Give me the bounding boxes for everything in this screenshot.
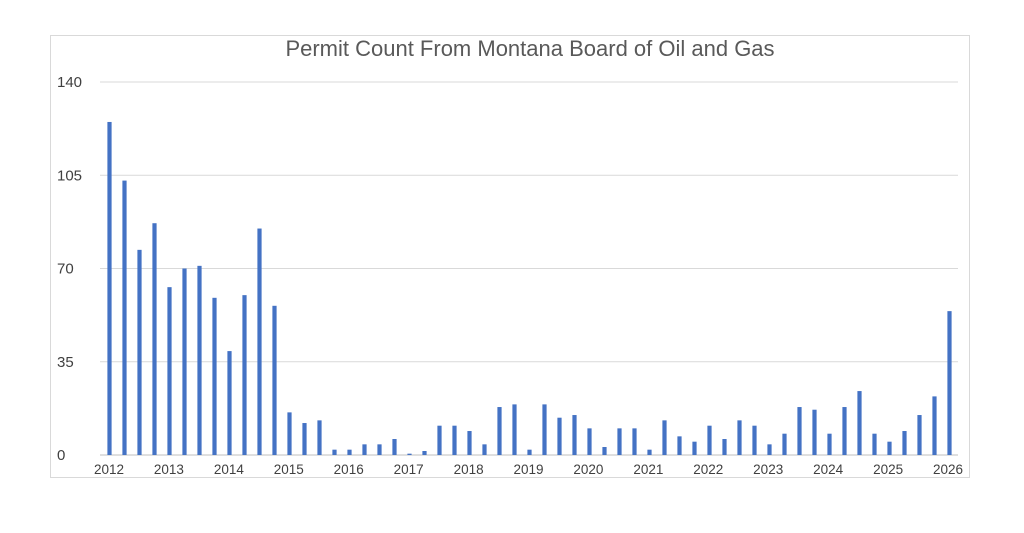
- x-tick-label: 2014: [214, 462, 245, 477]
- bar: [797, 407, 802, 455]
- bar: [902, 431, 907, 455]
- bar: [107, 121, 112, 456]
- x-tick-label: 2022: [693, 462, 723, 477]
- bar: [752, 425, 757, 455]
- bar: [242, 295, 247, 455]
- bar: [182, 268, 187, 455]
- y-tick-label: 105: [57, 167, 82, 184]
- x-tick-label: 2026: [933, 462, 963, 477]
- x-tick-label: 2025: [873, 462, 903, 477]
- bar: [512, 404, 517, 455]
- bar: [422, 451, 427, 455]
- y-axis-ticks: 0 35 70 105 140: [57, 74, 82, 464]
- bar: [527, 449, 532, 455]
- bar: [767, 444, 772, 455]
- bar: [497, 407, 502, 455]
- bar: [692, 441, 697, 455]
- bar: [407, 453, 412, 455]
- bar: [827, 433, 832, 455]
- bar: [602, 447, 607, 455]
- bar: [482, 444, 487, 455]
- bar: [347, 449, 352, 455]
- bar: [317, 420, 322, 455]
- y-tick-label: 35: [57, 354, 74, 371]
- bar: [632, 428, 637, 455]
- y-tick-label: 140: [57, 74, 82, 91]
- bar: [272, 305, 277, 455]
- y-tick-label: 70: [57, 261, 74, 278]
- bar: [857, 391, 862, 455]
- bar: [437, 425, 442, 455]
- bar: [707, 425, 712, 455]
- bar: [737, 420, 742, 455]
- x-tick-label: 2023: [753, 462, 783, 477]
- bar: [362, 444, 367, 455]
- bar: [587, 428, 592, 455]
- bar: [947, 311, 952, 455]
- x-tick-label: 2018: [454, 462, 484, 477]
- x-axis-ticks: 2012 2013 2014 2015 2016 2017 2018 2019 2020 2021…: [94, 462, 963, 477]
- bar: [722, 439, 727, 455]
- bar: [872, 433, 877, 455]
- bar: [452, 425, 457, 455]
- bar: [137, 249, 142, 455]
- bar: [212, 297, 217, 455]
- bar: [287, 412, 292, 455]
- bar: [122, 180, 127, 455]
- bar: [302, 423, 307, 455]
- bar: [617, 428, 622, 455]
- bar: [917, 415, 922, 455]
- bar: [842, 407, 847, 455]
- bar: [377, 444, 382, 455]
- x-tick-label: 2021: [633, 462, 663, 477]
- x-tick-label: 2015: [274, 462, 304, 477]
- chart-title: Permit Count From Montana Board of Oil a…: [285, 36, 774, 61]
- x-tick-label: 2016: [334, 462, 364, 477]
- bar: [812, 409, 817, 455]
- bar: [782, 433, 787, 455]
- bar: [662, 420, 667, 455]
- bar: [647, 449, 652, 455]
- bar: [557, 417, 562, 455]
- bar: [152, 223, 157, 455]
- x-tick-label: 2012: [94, 462, 124, 477]
- bar: [572, 415, 577, 455]
- x-tick-label: 2017: [394, 462, 424, 477]
- bar: [197, 265, 202, 455]
- bar: [677, 436, 682, 455]
- bar: [392, 439, 397, 455]
- bar: [932, 396, 937, 455]
- x-tick-label: 2013: [154, 462, 184, 477]
- bar: [332, 449, 337, 455]
- bar: [227, 351, 232, 455]
- chart-frame: [50, 35, 970, 478]
- bar: [887, 441, 892, 455]
- y-tick-label: 0: [57, 447, 65, 464]
- x-tick-label: 2020: [573, 462, 603, 477]
- x-tick-label: 2024: [813, 462, 844, 477]
- bars: [107, 121, 952, 456]
- bar: [167, 287, 172, 455]
- bar: [467, 431, 472, 455]
- x-tick-label: 2019: [513, 462, 543, 477]
- bar: [542, 404, 547, 455]
- bar: [257, 228, 262, 455]
